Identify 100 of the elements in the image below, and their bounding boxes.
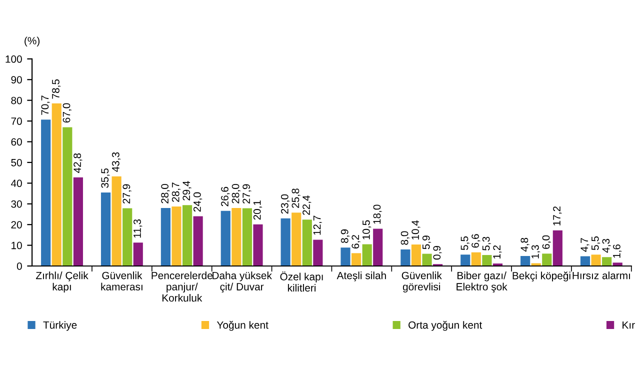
x-tick-label: Biber gazı/ Elektro şok [456, 272, 508, 293]
data-label: 1,6 [613, 244, 622, 258]
data-label: 28,0 [232, 184, 240, 204]
y-tick-label: 40 [10, 180, 22, 188]
bar [232, 208, 242, 266]
data-label: 8,9 [340, 229, 350, 243]
y-tick-label: 30 [11, 200, 22, 208]
data-label: 8,0 [400, 231, 410, 245]
bar [471, 252, 481, 266]
y-tick-label: 60 [11, 138, 22, 146]
legend-label: Kır [622, 321, 635, 329]
data-label: 24,0 [193, 192, 202, 212]
data-label: 27,9 [122, 184, 132, 204]
x-tick-label: Güvenlik görevlisi [402, 272, 442, 292]
bar [182, 205, 192, 266]
bar [41, 120, 51, 266]
data-label: 4,7 [580, 238, 590, 252]
data-label: 0,9 [433, 246, 442, 260]
bar [302, 220, 312, 266]
bar [351, 253, 362, 266]
y-tick-label: 20 [11, 221, 22, 228]
bar [73, 177, 83, 266]
bar [242, 208, 252, 266]
data-label: 43,3 [112, 152, 121, 172]
data-label: 23,0 [280, 194, 290, 214]
bar [552, 230, 562, 266]
x-tick-label: Daha yüksek çit/ Duvar [212, 272, 272, 293]
bar [280, 218, 290, 266]
bar [112, 176, 122, 266]
data-label: 5,9 [422, 236, 432, 250]
bar [100, 192, 111, 266]
data-label: 28,0 [161, 184, 170, 204]
bar [122, 208, 132, 266]
bar [160, 208, 170, 266]
data-label: 6,0 [542, 235, 551, 249]
data-label: 26,6 [221, 186, 230, 206]
x-tick-label: Hırsız alarmı [572, 272, 630, 280]
bar [340, 248, 350, 266]
bar [602, 257, 612, 266]
bar [612, 262, 622, 266]
data-label: 10,4 [412, 220, 420, 240]
bar [253, 224, 263, 266]
data-label: 4,8 [520, 238, 530, 252]
y-tick-label: 0 [16, 262, 22, 270]
data-label: 6,2 [352, 235, 360, 248]
legend-label: Türkiye [43, 321, 77, 331]
data-label: 25,8 [292, 188, 300, 208]
data-label: 11,3 [134, 219, 142, 238]
bar [411, 244, 422, 266]
bar [520, 256, 530, 266]
y-axis-title: (%) [24, 36, 40, 46]
bar [172, 206, 182, 266]
bar [591, 254, 601, 266]
data-label: 18,0 [373, 204, 382, 224]
data-label: 17,2 [553, 206, 562, 226]
legend-label: Yoğun kent [216, 320, 268, 331]
data-label: 5,5 [592, 236, 600, 250]
bar [220, 210, 230, 266]
x-tick-label: Bekçi köpeği [512, 272, 570, 282]
data-label: 22,4 [302, 195, 312, 215]
data-label: 67,0 [62, 103, 72, 123]
bar [422, 254, 432, 266]
bar [460, 254, 470, 266]
y-tick-label: 100 [6, 55, 22, 63]
x-tick-label: Zırhlı/ Çelik kapı [36, 272, 88, 293]
y-tick-label: 70 [11, 118, 22, 125]
data-label: 70,7 [41, 96, 50, 115]
x-tick-label: Pencerelerde panjur/ Korkuluk [152, 272, 212, 302]
bar [482, 255, 492, 266]
data-label: 1,3 [532, 245, 540, 258]
data-label: 5,5 [460, 236, 470, 250]
data-label: 27,9 [242, 184, 252, 204]
data-label: 4,3 [602, 238, 611, 253]
data-label: 28,7 [172, 182, 181, 202]
bar [373, 228, 383, 266]
y-tick-label: 80 [11, 96, 22, 104]
y-tick-label: 50 [11, 158, 22, 166]
data-label: 12,7 [313, 216, 322, 235]
data-label: 10,5 [362, 220, 372, 240]
legend-label: Orta yoğun kent [408, 320, 482, 331]
bar [62, 127, 72, 266]
data-label: 35,5 [101, 168, 110, 188]
bar [362, 244, 372, 266]
x-tick-label: Özel kapı kilitleri [280, 272, 323, 292]
data-label: 20,1 [253, 200, 262, 220]
bar [313, 240, 323, 266]
bar [292, 212, 302, 266]
bar [542, 254, 552, 266]
bar [580, 256, 590, 266]
data-label: 5,3 [482, 236, 491, 250]
data-label: 42,8 [74, 153, 82, 173]
bar [193, 216, 203, 266]
x-tick-label: Güvenlik kamerası [101, 272, 142, 290]
bar [133, 242, 143, 266]
data-label: 29,4 [182, 180, 192, 200]
bar [400, 249, 410, 266]
bar [52, 103, 62, 266]
data-label: 78,5 [52, 79, 61, 99]
y-tick-label: 90 [11, 76, 22, 84]
y-tick-label: 10 [12, 242, 22, 250]
